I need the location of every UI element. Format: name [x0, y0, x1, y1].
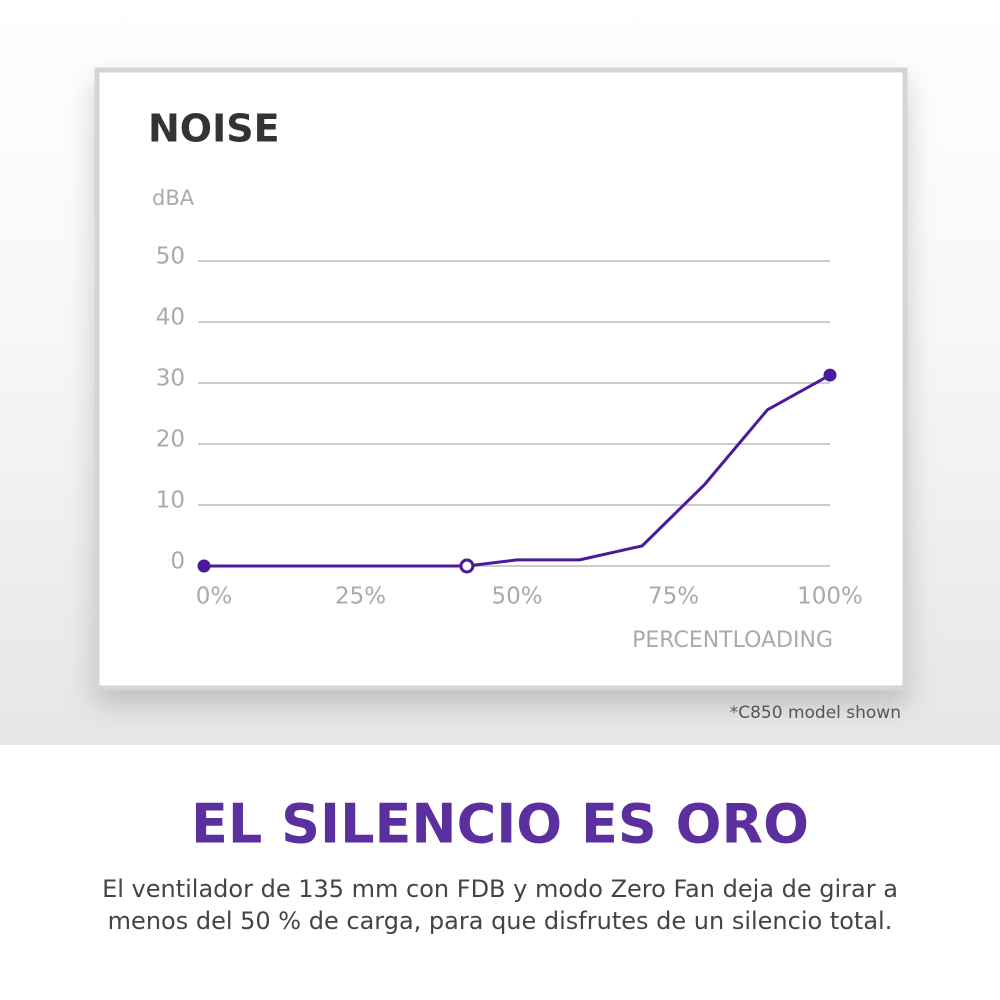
footnote: *C850 model shown — [730, 703, 901, 723]
body-line: El ventilador de 135 mm con FDB y modo Z… — [102, 875, 898, 903]
y-tick-label: 10 — [156, 488, 185, 514]
x-axis-label: PERCENTLOADING — [632, 628, 833, 653]
data-point — [197, 559, 211, 573]
y-tick-label: 40 — [156, 305, 185, 331]
data-line — [204, 373, 831, 568]
x-tick-label: 100% — [797, 584, 863, 610]
x-tick-label: 50% — [491, 584, 542, 610]
x-tick-label: 25% — [335, 584, 386, 610]
y-axis-label: dBA — [152, 186, 195, 210]
y-tick-label: 0 — [170, 549, 185, 575]
chart-card — [94, 67, 908, 691]
headline: EL SILENCIO ES ORO — [191, 793, 809, 856]
y-tick-label: 30 — [156, 366, 185, 392]
body-line: menos del 50 % de carga, para que disfru… — [108, 907, 893, 935]
y-tick-label: 20 — [156, 427, 185, 453]
data-point — [823, 368, 837, 382]
x-tick-label: 0% — [196, 584, 233, 610]
data-point — [459, 558, 475, 574]
x-tick-label: 75% — [648, 584, 699, 610]
y-tick-label: 50 — [156, 244, 185, 270]
chart-title: NOISE — [148, 107, 280, 151]
background-bottom — [0, 745, 1000, 1000]
